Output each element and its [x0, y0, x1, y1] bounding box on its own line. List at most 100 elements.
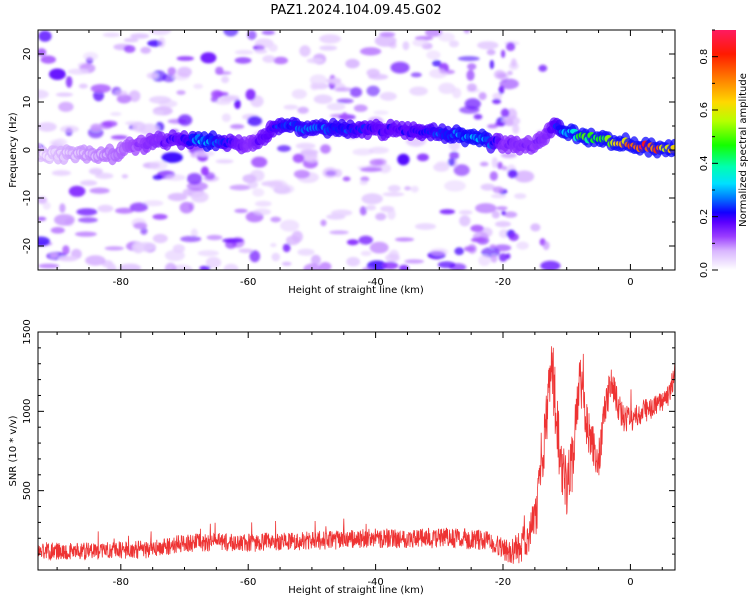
heatmap-cell [360, 167, 383, 173]
heatmap-cell [335, 87, 354, 92]
heatmap-cell [221, 113, 231, 122]
heatmap-cell [251, 156, 268, 168]
heatmap-cell [444, 180, 466, 192]
heatmap-cell [194, 150, 215, 157]
heatmap-cell [329, 230, 349, 235]
heatmap-cell [436, 160, 449, 167]
heatmap-cell [360, 47, 382, 56]
heatmap-cell [360, 250, 372, 256]
heatmap-cell [498, 253, 508, 262]
heatmap-cell [325, 78, 342, 84]
heatmap-cell [457, 56, 480, 62]
spectrogram-y-ticks: -20 -10 0 10 20 [22, 29, 675, 271]
heatmap-cell [426, 50, 441, 60]
y-tick-label: 0 [22, 147, 33, 153]
heatmap-cell [409, 86, 428, 96]
heatmap-cell [429, 68, 448, 79]
heatmap-cell [498, 229, 510, 239]
heatmap-cell [300, 149, 319, 156]
heatmap-cell [326, 213, 346, 220]
heatmap-cell [164, 262, 177, 270]
heatmap-cell [470, 224, 484, 232]
heatmap-cell [303, 263, 321, 270]
heatmap-cell [297, 106, 309, 114]
heatmap-cell [90, 123, 102, 132]
heatmap-cell [475, 203, 497, 214]
heatmap-cell [200, 52, 217, 64]
heatmap-cell [379, 32, 396, 37]
y-tick-label: -20 [22, 238, 33, 254]
heatmap-cell [107, 263, 117, 270]
x-tick-label: -20 [495, 577, 511, 588]
heatmap-cell [449, 40, 459, 48]
heatmap-cell [238, 248, 254, 254]
heatmap-cell [247, 116, 263, 126]
heatmap-cell [382, 192, 405, 197]
heatmap-cell [432, 59, 442, 67]
heatmap-cell [506, 42, 516, 51]
heatmap-cell [342, 176, 351, 182]
heatmap-cell [319, 262, 332, 270]
heatmap-cell [138, 123, 160, 136]
heatmap-cell [142, 200, 164, 207]
heatmap-cell [478, 92, 487, 101]
heatmap-cell [368, 146, 389, 154]
heatmap-cell [254, 200, 272, 207]
heatmap-cell [458, 210, 473, 215]
heatmap-cell [379, 91, 397, 101]
heatmap-cell [375, 212, 387, 221]
heatmap-cell [281, 261, 292, 266]
heatmap-cell [123, 38, 139, 43]
heatmap-cell [467, 63, 477, 70]
heatmap-cell [501, 165, 508, 171]
heatmap-cell [213, 91, 229, 97]
heatmap-cell [501, 210, 506, 216]
heatmap-cell [491, 210, 500, 219]
heatmap-cell [412, 38, 429, 47]
colorbar: 0.0 0.2 0.4 0.6 0.8 Normalized spectral ampl… [699, 29, 749, 278]
heatmap-cell [439, 209, 455, 215]
heatmap-cell [149, 30, 172, 36]
heatmap-cell [397, 153, 410, 166]
heatmap-cell [215, 159, 234, 164]
heatmap-cell [306, 57, 324, 64]
heatmap-cell [68, 185, 86, 197]
heatmap-cell [230, 124, 245, 130]
figure-title: PAZ1.2024.104.09.45.G02 [270, 3, 441, 18]
heatmap-cell [496, 206, 508, 211]
heatmap-cell [190, 228, 198, 239]
heatmap-blob-layer [38, 30, 561, 270]
heatmap-cell [50, 252, 58, 258]
heatmap-cell [262, 55, 276, 63]
heatmap-cell [504, 118, 514, 126]
heatmap-cell [252, 188, 265, 197]
heatmap-cell [261, 30, 275, 35]
heatmap-cell [78, 217, 98, 223]
heatmap-cell [491, 157, 498, 169]
heatmap-cell [507, 70, 513, 76]
heatmap-cell [387, 208, 396, 220]
heatmap-cell [270, 243, 277, 248]
heatmap-cell [149, 160, 168, 171]
heatmap-cell [490, 194, 507, 199]
heatmap-cell [499, 78, 519, 90]
colorbar-label: Normalized spectral amplitude [738, 73, 749, 227]
heatmap-cell [193, 83, 204, 90]
heatmap-cell [165, 174, 186, 181]
heatmap-cell [463, 30, 470, 34]
heatmap-cell [40, 55, 56, 64]
heatmap-cell [291, 89, 307, 99]
heatmap-cell [369, 241, 389, 254]
heatmap-cell [280, 219, 300, 232]
heatmap-cell [158, 37, 166, 48]
heatmap-cell [670, 144, 675, 150]
heatmap-cell [404, 186, 411, 191]
heatmap-cell [498, 85, 505, 95]
heatmap-cell [366, 85, 380, 97]
heatmap-cell [234, 99, 241, 110]
heatmap-cell [489, 244, 496, 249]
x-tick-label: -80 [113, 277, 129, 288]
heatmap-cell [438, 82, 456, 94]
heatmap-cell [346, 239, 359, 246]
heatmap-cell [353, 104, 368, 112]
